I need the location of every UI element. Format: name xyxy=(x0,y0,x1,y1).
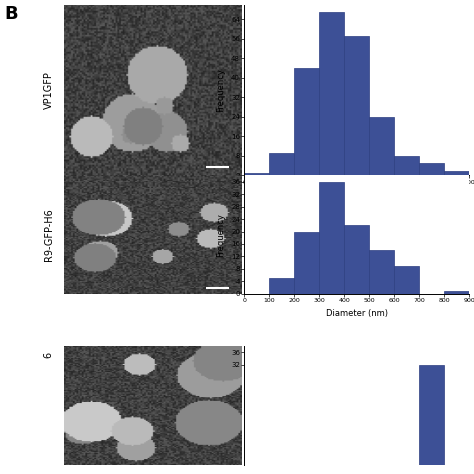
Bar xyxy=(344,36,369,175)
Bar xyxy=(394,266,419,294)
Y-axis label: Frequency: Frequency xyxy=(217,68,226,112)
Bar xyxy=(269,278,294,294)
Text: B: B xyxy=(5,5,18,23)
Bar xyxy=(419,163,444,175)
Bar xyxy=(369,117,394,175)
Text: 6: 6 xyxy=(44,352,54,358)
Bar xyxy=(444,291,469,294)
Bar xyxy=(394,156,419,175)
Y-axis label: Frequency: Frequency xyxy=(217,213,226,256)
Bar xyxy=(244,173,269,175)
Bar xyxy=(344,225,369,294)
Bar xyxy=(444,171,469,175)
Bar xyxy=(319,182,344,294)
Text: VP1GFP: VP1GFP xyxy=(44,71,54,109)
X-axis label: Diameter (nm): Diameter (nm) xyxy=(326,190,388,199)
Bar xyxy=(269,154,294,175)
Bar xyxy=(294,231,319,294)
Bar xyxy=(369,250,394,294)
X-axis label: Diameter (nm): Diameter (nm) xyxy=(326,309,388,318)
Bar xyxy=(419,365,444,465)
Bar xyxy=(294,68,319,175)
Bar xyxy=(319,12,344,175)
Text: R9-GFP-H6: R9-GFP-H6 xyxy=(44,208,54,261)
